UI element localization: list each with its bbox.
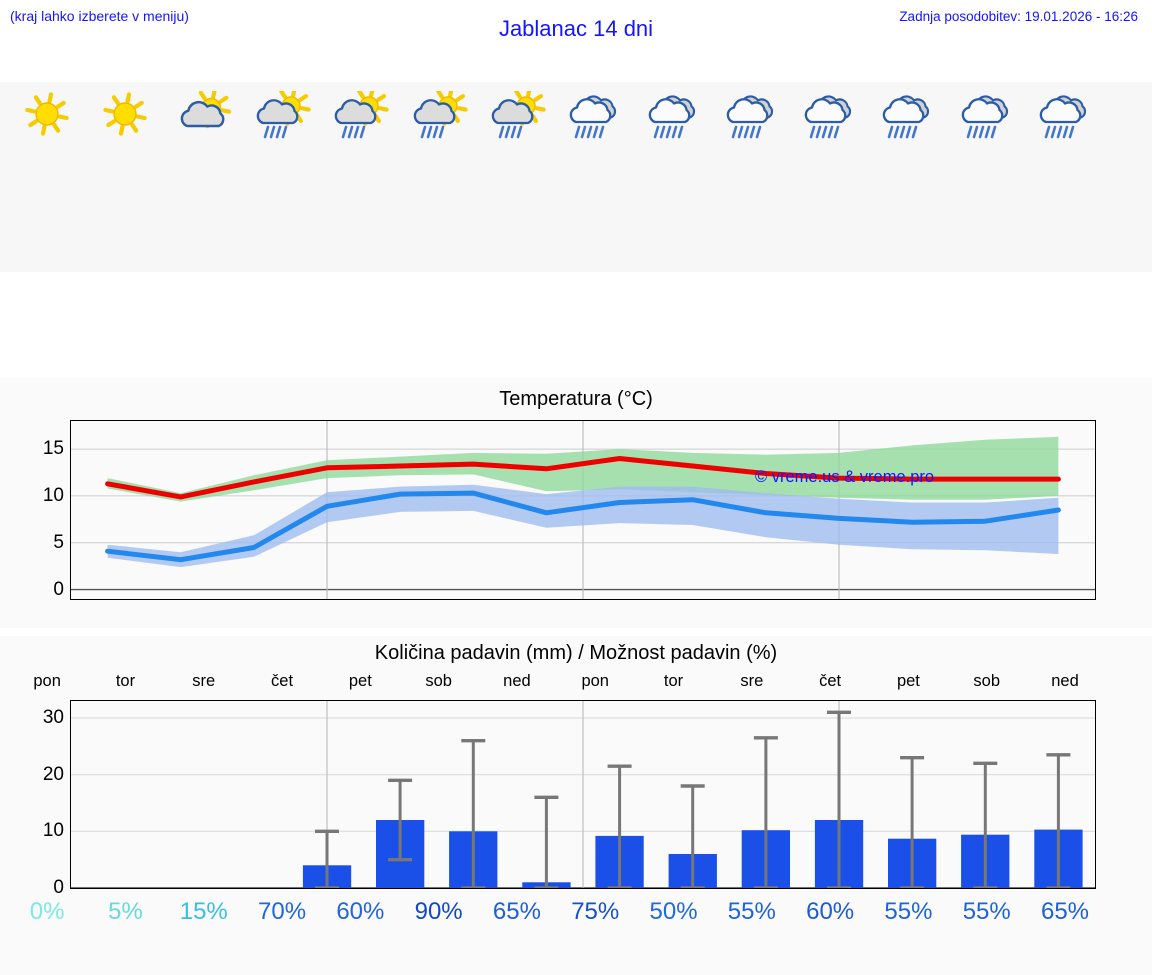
temperature-chart: Temperatura (°C) 0 5 10 15: [0, 378, 1152, 628]
sun-cloud-rain-icon: [321, 90, 399, 142]
precipitation-probability: 55%: [727, 898, 776, 925]
precipitation-y-tick: 0: [53, 877, 64, 898]
precipitation-day-label: pon: [33, 672, 61, 690]
forecast-day-column: [948, 82, 1026, 272]
temperature-y-tick: 15: [42, 438, 64, 460]
precipitation-day-label: sob: [425, 672, 452, 690]
precipitation-day-label: čet: [819, 672, 842, 690]
forecast-day-column: [478, 82, 556, 272]
precipitation-day-labels: pon tor sre čet pet sob ned pon tor sre čet pet sob n…: [8, 672, 1152, 691]
sun-icon: [8, 90, 86, 142]
precipitation-chart: Količina padavin (mm) / Možnost padavin …: [0, 636, 1152, 975]
precipitation-probability: 50%: [649, 898, 698, 925]
forecast-day-column: [321, 82, 399, 272]
cloud-rain-icon: [948, 90, 1026, 142]
forecast-day-column: [243, 82, 321, 272]
precipitation-plot-svg: [71, 701, 1095, 890]
precipitation-probability: 60%: [806, 898, 855, 925]
forecast-day-column: [165, 82, 243, 272]
precipitation-day-label: ned: [503, 672, 531, 690]
forecast-day-list: [0, 82, 1152, 272]
forecast-day-column: [399, 82, 477, 272]
precipitation-day-label: sre: [740, 672, 764, 690]
sun-icon: [86, 90, 164, 142]
precipitation-probability-row: 0% 5% 15% 70% 60% 90% 65% 75% 50% 55% 60% 55% 55% 65%: [8, 898, 1152, 926]
forecast-day-column: [791, 82, 869, 272]
temperature-y-axis: 0 5 10 15: [22, 420, 64, 600]
cloud-rain-icon: [713, 90, 791, 142]
precipitation-day-label: pon: [581, 672, 609, 690]
precipitation-probability: 55%: [962, 898, 1011, 925]
sun-cloud-rain-icon: [399, 90, 477, 142]
cloud-rain-icon: [791, 90, 869, 142]
precipitation-probability: 65%: [1040, 898, 1090, 925]
precipitation-y-axis: 0 10 20 30: [14, 700, 64, 898]
forecast-day-column: [634, 82, 712, 272]
precipitation-day-label: sob: [973, 672, 1001, 690]
precipitation-chart-title: Količina padavin (mm) / Možnost padavin …: [374, 642, 778, 664]
watermark-text: © vreme.us & vreme.pro: [755, 468, 935, 486]
precipitation-day-label: tor: [115, 672, 136, 690]
precipitation-day-label: čet: [271, 672, 294, 690]
forecast-strip: [0, 82, 1152, 272]
temperature-y-tick: 5: [53, 531, 64, 553]
precipitation-probability: 55%: [884, 898, 933, 925]
temperature-y-tick: 10: [42, 484, 64, 506]
forecast-day-column: [8, 82, 86, 272]
page-title: Jablanac 14 dni: [498, 16, 654, 41]
cloud-rain-icon: [556, 90, 634, 142]
menu-hint-text: (kraj lahko izberete v meniju): [10, 8, 189, 24]
precipitation-day-label: sre: [192, 672, 216, 690]
sun-cloud-icon: [165, 90, 243, 142]
forecast-day-column: [86, 82, 164, 272]
precipitation-day-label: ned: [1051, 672, 1079, 690]
last-update-text: Zadnja posodobitev: 19.01.2026 - 16:26: [899, 9, 1138, 24]
cloud-rain-icon: [634, 90, 712, 142]
forecast-day-column: [1026, 82, 1104, 272]
precipitation-probability: 0%: [29, 898, 65, 925]
precipitation-y-tick: 10: [42, 820, 64, 842]
precipitation-y-tick: 30: [42, 707, 64, 728]
precipitation-probability: 60%: [336, 898, 385, 925]
precipitation-probability: 70%: [258, 898, 307, 925]
precipitation-day-label: pet: [896, 672, 920, 690]
precipitation-probability: 15%: [179, 898, 228, 925]
forecast-day-column: [869, 82, 947, 272]
temperature-plot-area: [70, 420, 1096, 600]
forecast-day-column: [713, 82, 791, 272]
temperature-plot-svg: [71, 421, 1095, 599]
temperature-chart-title: Temperatura (°C): [499, 388, 653, 410]
cloud-rain-icon: [869, 90, 947, 142]
precipitation-probability: 65%: [492, 898, 541, 925]
forecast-day-column: [556, 82, 634, 272]
precipitation-probability: 90%: [414, 898, 463, 925]
precipitation-y-tick: 20: [42, 763, 64, 785]
temperature-y-tick: 0: [53, 578, 64, 600]
precipitation-day-label: pet: [348, 672, 372, 690]
precipitation-probability: 5%: [108, 898, 143, 925]
precipitation-day-label: tor: [663, 672, 684, 690]
cloud-rain-icon: [1026, 90, 1104, 142]
sun-cloud-rain-icon: [243, 90, 321, 142]
sun-cloud-rain-icon: [478, 90, 556, 142]
precipitation-probability: 75%: [571, 898, 620, 925]
precipitation-plot-area: [70, 700, 1096, 890]
header-bar: (kraj lahko izberete v meniju) Jablanac …: [0, 0, 1152, 60]
